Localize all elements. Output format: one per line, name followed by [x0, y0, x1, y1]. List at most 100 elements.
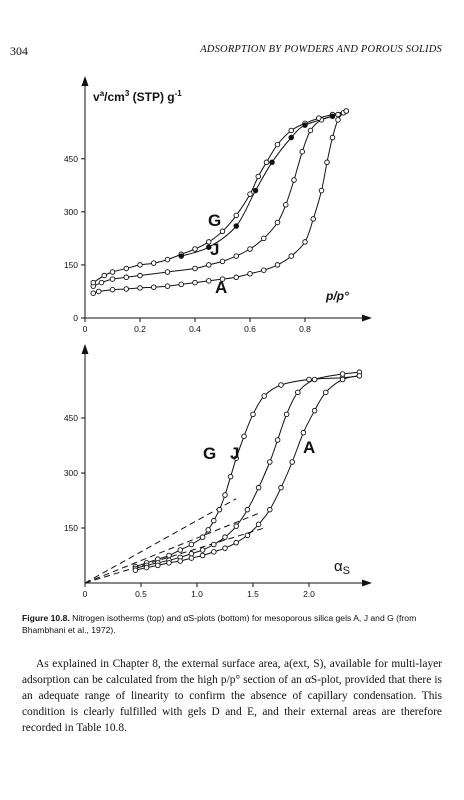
x-tick-label: 0: [83, 589, 88, 599]
data-point: [233, 455, 239, 462]
data-point: [143, 564, 150, 571]
data-point: [233, 212, 239, 219]
data-point: [199, 552, 206, 559]
series-curve: [93, 110, 347, 287]
data-point: [247, 191, 253, 197]
data-point: [267, 506, 273, 513]
data-point: [300, 429, 307, 436]
x-tick-label: 2.0: [303, 589, 315, 599]
data-point: [335, 117, 341, 123]
data-point: [192, 265, 198, 272]
data-point: [299, 148, 306, 155]
data-point: [323, 389, 329, 396]
data-point: [288, 253, 295, 259]
data-point: [255, 173, 261, 180]
data-point: [101, 272, 107, 279]
top-y-arrow: [81, 76, 89, 86]
figure-caption: Figure 10.8. Nitrogen isotherms (top) an…: [22, 612, 442, 636]
data-point: [222, 545, 228, 551]
body-paragraph: As explained in Chapter 8, the external …: [22, 658, 442, 734]
y-tick-label: 150: [64, 523, 78, 533]
figure-10-8: 0 0.2 0.4 0.6 0.8 0 150 300 450 va/cm3 (STP) g-1…: [64, 76, 372, 599]
data-point: [233, 539, 239, 546]
data-point: [302, 239, 308, 245]
data-point: [233, 223, 239, 229]
data-point: [137, 262, 143, 268]
x-tick-label: 0.6: [244, 324, 256, 334]
bottom-chart: 0 0.5 1.0 1.5 2.0 150 300 450 G J A αS: [64, 344, 372, 599]
data-point: [166, 560, 172, 566]
data-point: [178, 281, 184, 288]
x-tick-label: 0.4: [189, 324, 201, 334]
x-tick-label: 0.8: [299, 324, 311, 334]
bottom-linear-fits: [84, 498, 265, 584]
data-point: [302, 122, 308, 128]
bottom-label-G: G: [203, 444, 216, 463]
data-point: [263, 159, 270, 166]
data-point: [283, 411, 290, 418]
top-label-A: A: [215, 278, 227, 297]
top-label-G: G: [208, 211, 221, 230]
data-point: [278, 484, 284, 491]
y-tick-label: 450: [64, 413, 78, 423]
series-curve: [135, 375, 360, 571]
data-point: [227, 473, 234, 480]
data-point: [267, 459, 273, 465]
data-point: [311, 407, 318, 414]
y-tick-label: 300: [64, 468, 78, 478]
data-point: [250, 411, 256, 418]
data-point: [222, 534, 228, 540]
data-point: [316, 115, 322, 121]
top-chart: 0 0.2 0.4 0.6 0.8 0 150 300 450 va/cm3 (STP) g-1…: [64, 76, 372, 334]
bottom-x-arrow: [362, 579, 372, 587]
data-point: [188, 541, 195, 548]
data-point: [274, 437, 281, 443]
data-point: [295, 389, 301, 396]
data-point: [241, 433, 247, 440]
top-x-axis-label: p/p°: [325, 289, 349, 303]
data-point: [233, 523, 239, 529]
data-point: [199, 534, 206, 540]
bottom-curves: [135, 371, 360, 571]
data-point: [98, 279, 105, 286]
data-point: [283, 202, 289, 208]
linear-fit-line: [84, 512, 259, 584]
bottom-label-A: A: [303, 438, 315, 457]
data-point: [137, 272, 143, 279]
data-point: [123, 274, 129, 281]
data-point: [310, 216, 317, 222]
data-point: [166, 552, 172, 559]
x-tick-label: 0: [83, 324, 88, 334]
data-point: [356, 373, 363, 379]
top-curves: [93, 110, 347, 294]
data-point: [311, 376, 318, 383]
data-point: [339, 376, 346, 383]
bottom-x-axis-label: αS: [334, 558, 350, 577]
data-point: [222, 492, 228, 498]
data-point: [109, 276, 116, 282]
data-point: [90, 279, 96, 286]
data-point: [288, 127, 295, 134]
data-point: [261, 235, 267, 242]
data-point: [274, 262, 281, 268]
data-point: [90, 290, 96, 296]
data-point: [329, 134, 336, 141]
x-tick-label: 0.5: [135, 589, 147, 599]
top-ticks: 0 0.2 0.4 0.6 0.8 0 150 300 450: [64, 154, 311, 334]
data-point: [109, 286, 116, 293]
data-point: [261, 393, 267, 399]
x-tick-label: 0.2: [134, 324, 146, 334]
x-tick-label: 1.5: [247, 589, 259, 599]
data-point: [219, 258, 226, 265]
data-point: [211, 541, 217, 548]
data-point: [291, 177, 297, 183]
top-points: [90, 108, 350, 296]
y-tick-label: 450: [64, 154, 78, 164]
data-point: [164, 283, 171, 289]
bottom-ticks: 0 0.5 1.0 1.5 2.0 150 300 450: [64, 413, 315, 599]
data-point: [205, 527, 211, 533]
top-x-arrow: [362, 314, 372, 322]
data-point: [216, 506, 223, 513]
caption-label: Figure 10.8.: [22, 613, 70, 623]
data-point: [205, 244, 212, 250]
